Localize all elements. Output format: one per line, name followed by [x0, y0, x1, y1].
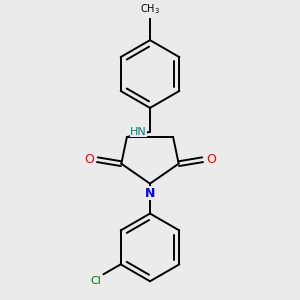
Text: HN: HN	[130, 127, 147, 137]
Text: Cl: Cl	[91, 276, 101, 286]
Text: CH$_3$: CH$_3$	[140, 2, 160, 16]
Text: N: N	[145, 187, 155, 200]
Text: O: O	[84, 153, 94, 166]
Text: O: O	[206, 153, 216, 166]
